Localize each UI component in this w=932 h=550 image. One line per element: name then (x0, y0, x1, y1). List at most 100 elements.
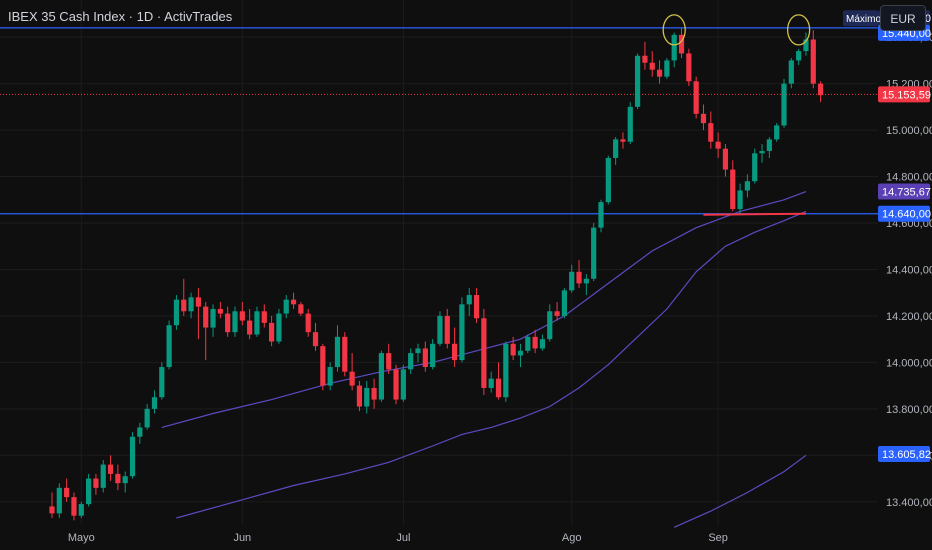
candle-body[interactable] (334, 336, 341, 368)
candle-body[interactable] (664, 60, 670, 77)
candle-body[interactable] (569, 271, 575, 291)
candle-body[interactable] (320, 346, 326, 386)
candle-body[interactable] (107, 464, 114, 474)
candle-body[interactable] (656, 69, 663, 77)
candle-body[interactable] (166, 325, 172, 368)
candle-body[interactable] (781, 83, 787, 126)
candle-body[interactable] (517, 350, 524, 356)
candle-body[interactable] (400, 369, 406, 400)
candle-body[interactable] (473, 295, 480, 319)
candle-body[interactable] (86, 478, 92, 505)
candle-body[interactable] (415, 348, 421, 354)
candle-body[interactable] (261, 311, 267, 323)
candle-body[interactable] (774, 125, 780, 140)
candle-body[interactable] (298, 304, 304, 314)
candle-body[interactable] (444, 315, 450, 344)
candle-body[interactable] (583, 278, 589, 284)
currency-selector[interactable]: EUR (880, 5, 926, 31)
candle-body[interactable] (686, 53, 692, 82)
candle-body[interactable] (203, 306, 209, 328)
candle-body[interactable] (276, 313, 282, 342)
candle-body[interactable] (715, 141, 721, 149)
candle-body[interactable] (195, 297, 201, 307)
candle-body[interactable] (115, 473, 121, 484)
candle-body[interactable] (159, 367, 165, 398)
support-segment[interactable] (703, 212, 806, 216)
candle-body[interactable] (605, 157, 611, 203)
candle-body[interactable] (818, 83, 824, 96)
candle-body[interactable] (459, 304, 465, 361)
candle-body[interactable] (737, 190, 743, 210)
candle-body[interactable] (722, 148, 729, 170)
candle-body[interactable] (495, 378, 502, 398)
candle-body[interactable] (144, 408, 150, 428)
candle-body[interactable] (386, 353, 392, 370)
candle-body[interactable] (49, 506, 55, 514)
candle-body[interactable] (71, 497, 77, 516)
candle-body[interactable] (525, 336, 531, 351)
highlight-circle[interactable] (662, 14, 686, 46)
candle-body[interactable] (217, 308, 223, 314)
candle-body[interactable] (56, 487, 62, 514)
candle-body[interactable] (810, 39, 816, 84)
candle-body[interactable] (576, 271, 582, 284)
candle-body[interactable] (225, 313, 231, 333)
candle-body[interactable] (181, 299, 187, 312)
candle-body[interactable] (122, 476, 128, 484)
candle-body[interactable] (700, 113, 707, 124)
candle-body[interactable] (422, 348, 428, 368)
candle-body[interactable] (408, 353, 414, 370)
candle-body[interactable] (393, 369, 399, 400)
candle-body[interactable] (642, 55, 648, 63)
candle-body[interactable] (693, 81, 699, 114)
candle-body[interactable] (591, 227, 597, 279)
candle-body[interactable] (452, 343, 458, 361)
candle-body[interactable] (210, 308, 216, 328)
candle-body[interactable] (371, 387, 377, 400)
candle-body[interactable] (269, 322, 275, 342)
candle-body[interactable] (151, 397, 158, 409)
candle-body[interactable] (239, 311, 245, 321)
candle-body[interactable] (430, 343, 436, 368)
candle-body[interactable] (613, 139, 619, 158)
candle-body[interactable] (137, 427, 143, 437)
candle-body[interactable] (561, 290, 567, 316)
candle-body[interactable] (635, 55, 641, 107)
candle-body[interactable] (730, 169, 736, 210)
candle-body[interactable] (342, 336, 348, 372)
candle-body[interactable] (488, 378, 494, 388)
candle-body[interactable] (532, 336, 538, 349)
candle-body[interactable] (100, 464, 106, 488)
candle-body[interactable] (766, 139, 772, 151)
candle-body[interactable] (788, 60, 794, 84)
candle-body[interactable] (752, 153, 758, 182)
candle-body[interactable] (188, 297, 194, 312)
highlight-circle[interactable] (786, 14, 811, 46)
candle-body[interactable] (378, 353, 384, 400)
candle-body[interactable] (796, 51, 802, 61)
candle-body[interactable] (620, 139, 626, 142)
candle-body[interactable] (547, 311, 553, 340)
candle-body[interactable] (649, 62, 655, 70)
candle-body[interactable] (290, 299, 297, 305)
candle-body[interactable] (232, 311, 238, 333)
candle-body[interactable] (481, 318, 487, 388)
candle-body[interactable] (437, 315, 443, 344)
candle-body[interactable] (510, 343, 516, 356)
candle-body[interactable] (356, 385, 363, 407)
candle-body[interactable] (283, 299, 289, 314)
candle-body[interactable] (129, 436, 136, 477)
candle-body[interactable] (554, 311, 560, 316)
candle-body[interactable] (671, 34, 677, 61)
candle-body[interactable] (247, 320, 253, 335)
candle-body[interactable] (349, 371, 355, 386)
candle-body[interactable] (93, 478, 99, 488)
candle-body[interactable] (744, 181, 750, 191)
candle-body[interactable] (627, 106, 633, 142)
candle-body[interactable] (803, 39, 809, 52)
candle-body[interactable] (539, 339, 546, 349)
candle-body[interactable] (503, 343, 509, 398)
candle-body[interactable] (312, 332, 319, 347)
candle-body[interactable] (254, 311, 260, 335)
